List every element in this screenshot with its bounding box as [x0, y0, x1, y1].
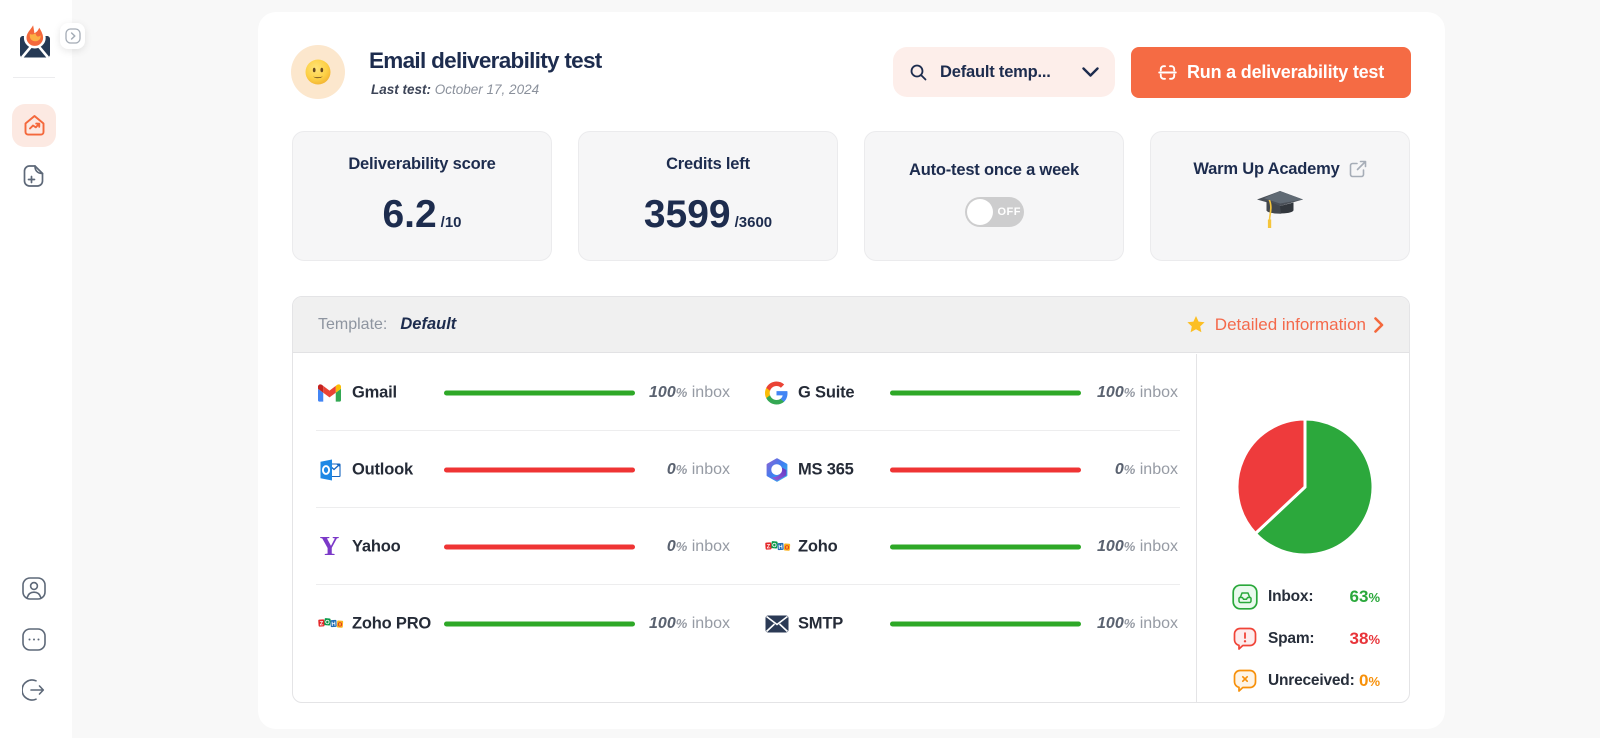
svg-text:Z: Z	[766, 544, 770, 550]
svg-text:O: O	[784, 545, 789, 551]
svg-text:H: H	[331, 621, 336, 627]
svg-text:Y: Y	[320, 535, 340, 558]
svg-text:O: O	[772, 542, 778, 548]
svg-text:H: H	[778, 544, 783, 550]
svg-text:O: O	[337, 622, 342, 628]
svg-text:Z: Z	[319, 621, 323, 627]
svg-text:O: O	[325, 619, 331, 625]
